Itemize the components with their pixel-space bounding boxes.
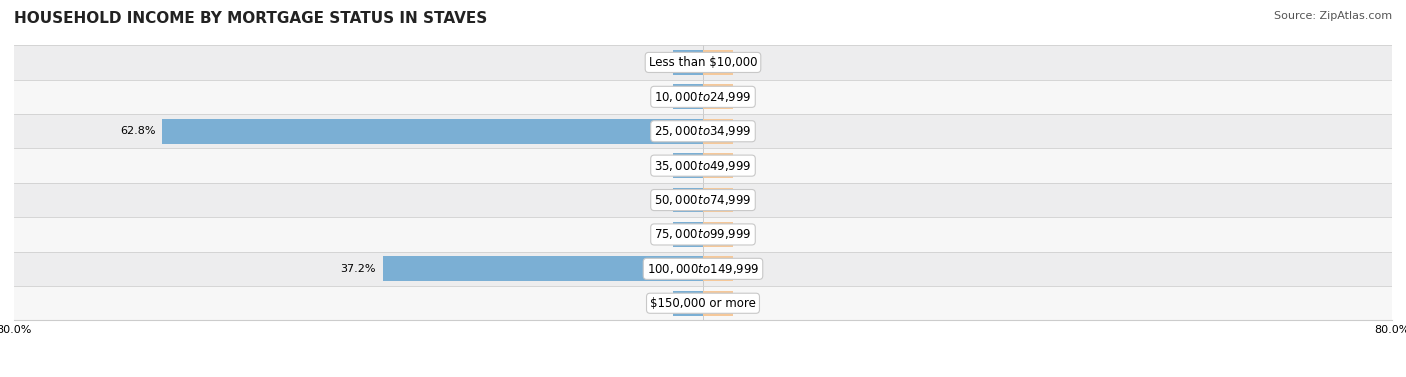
Bar — [703, 153, 733, 178]
Bar — [703, 256, 733, 281]
Text: $35,000 to $49,999: $35,000 to $49,999 — [654, 159, 752, 173]
Text: 0.0%: 0.0% — [662, 298, 690, 308]
Text: Source: ZipAtlas.com: Source: ZipAtlas.com — [1274, 11, 1392, 21]
Bar — [673, 188, 703, 212]
Bar — [673, 291, 703, 316]
Text: $100,000 to $149,999: $100,000 to $149,999 — [647, 262, 759, 276]
Bar — [703, 291, 733, 316]
Text: $75,000 to $99,999: $75,000 to $99,999 — [654, 227, 752, 241]
Text: $50,000 to $74,999: $50,000 to $74,999 — [654, 193, 752, 207]
Bar — [14, 286, 1392, 320]
Text: 0.0%: 0.0% — [716, 195, 744, 205]
Bar — [14, 114, 1392, 149]
Text: $10,000 to $24,999: $10,000 to $24,999 — [654, 90, 752, 104]
Text: 0.0%: 0.0% — [716, 264, 744, 274]
Text: HOUSEHOLD INCOME BY MORTGAGE STATUS IN STAVES: HOUSEHOLD INCOME BY MORTGAGE STATUS IN S… — [14, 11, 488, 26]
Bar — [703, 84, 733, 109]
Text: 0.0%: 0.0% — [662, 92, 690, 102]
Bar — [703, 50, 733, 75]
Text: 0.0%: 0.0% — [716, 230, 744, 239]
Text: 0.0%: 0.0% — [716, 126, 744, 136]
Bar — [703, 188, 733, 212]
Text: 0.0%: 0.0% — [662, 161, 690, 171]
Text: $150,000 or more: $150,000 or more — [650, 297, 756, 310]
Text: 0.0%: 0.0% — [716, 298, 744, 308]
Bar — [703, 119, 733, 144]
Text: Less than $10,000: Less than $10,000 — [648, 56, 758, 69]
Bar — [162, 119, 703, 144]
Bar — [14, 80, 1392, 114]
Legend: Without Mortgage, With Mortgage: Without Mortgage, With Mortgage — [561, 374, 845, 377]
Bar — [673, 84, 703, 109]
Text: 0.0%: 0.0% — [662, 230, 690, 239]
Bar — [382, 256, 703, 281]
Text: 0.0%: 0.0% — [716, 161, 744, 171]
Text: 0.0%: 0.0% — [716, 57, 744, 67]
Bar — [673, 50, 703, 75]
Bar — [14, 252, 1392, 286]
Bar — [14, 45, 1392, 80]
Bar — [14, 149, 1392, 183]
Text: 62.8%: 62.8% — [120, 126, 155, 136]
Text: 0.0%: 0.0% — [662, 57, 690, 67]
Bar — [703, 222, 733, 247]
Bar — [673, 153, 703, 178]
Text: 37.2%: 37.2% — [340, 264, 375, 274]
Bar — [14, 217, 1392, 252]
Text: 0.0%: 0.0% — [662, 195, 690, 205]
Bar — [673, 222, 703, 247]
Bar — [14, 183, 1392, 217]
Text: 0.0%: 0.0% — [716, 92, 744, 102]
Text: $25,000 to $34,999: $25,000 to $34,999 — [654, 124, 752, 138]
